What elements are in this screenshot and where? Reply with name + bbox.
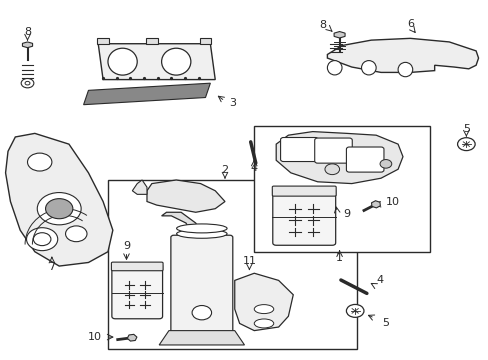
Polygon shape (146, 39, 158, 44)
Polygon shape (234, 273, 293, 330)
Polygon shape (5, 134, 113, 266)
Ellipse shape (327, 60, 341, 75)
Polygon shape (22, 42, 33, 48)
FancyBboxPatch shape (112, 264, 162, 319)
Polygon shape (199, 39, 211, 44)
Polygon shape (333, 32, 345, 38)
Circle shape (192, 306, 211, 320)
Ellipse shape (361, 60, 375, 75)
Ellipse shape (397, 62, 412, 77)
Polygon shape (161, 212, 205, 291)
Bar (254, 126, 429, 252)
Circle shape (33, 233, 51, 246)
Polygon shape (276, 132, 402, 184)
Circle shape (346, 305, 363, 318)
Bar (108, 180, 356, 348)
Circle shape (45, 199, 73, 219)
Text: 7: 7 (48, 262, 55, 272)
FancyBboxPatch shape (314, 138, 351, 163)
FancyBboxPatch shape (280, 138, 318, 162)
FancyBboxPatch shape (170, 235, 232, 340)
Polygon shape (371, 201, 380, 208)
Polygon shape (97, 39, 109, 44)
Circle shape (25, 81, 30, 85)
FancyBboxPatch shape (272, 188, 335, 245)
Text: 2: 2 (221, 165, 228, 175)
Text: 10: 10 (88, 332, 102, 342)
Circle shape (65, 226, 87, 242)
Circle shape (26, 228, 58, 251)
Ellipse shape (176, 224, 226, 233)
Ellipse shape (161, 48, 190, 75)
Text: 4: 4 (376, 275, 383, 285)
Text: 4: 4 (250, 163, 257, 173)
Circle shape (379, 159, 391, 168)
Text: 5: 5 (462, 124, 469, 134)
Text: 11: 11 (242, 256, 256, 266)
Polygon shape (98, 44, 215, 80)
Polygon shape (132, 180, 147, 194)
Text: 10: 10 (386, 197, 399, 207)
Text: 5: 5 (382, 319, 388, 328)
Text: 9: 9 (343, 209, 350, 219)
Polygon shape (83, 83, 210, 105)
Text: 8: 8 (318, 20, 325, 30)
Text: 9: 9 (122, 241, 130, 251)
Ellipse shape (254, 319, 273, 328)
Polygon shape (127, 334, 137, 341)
Polygon shape (327, 39, 478, 72)
Circle shape (21, 78, 34, 88)
Circle shape (37, 193, 81, 225)
Ellipse shape (254, 305, 273, 314)
Circle shape (27, 153, 52, 171)
Ellipse shape (176, 229, 226, 238)
FancyBboxPatch shape (272, 186, 335, 196)
Text: 8: 8 (24, 27, 31, 37)
Ellipse shape (108, 48, 137, 75)
Text: 1: 1 (335, 253, 343, 263)
FancyBboxPatch shape (111, 262, 163, 271)
Text: 3: 3 (228, 98, 235, 108)
Text: 6: 6 (406, 19, 413, 29)
Circle shape (325, 164, 339, 175)
Polygon shape (147, 180, 224, 212)
Polygon shape (159, 330, 244, 345)
Circle shape (457, 138, 474, 150)
FancyBboxPatch shape (346, 147, 383, 172)
